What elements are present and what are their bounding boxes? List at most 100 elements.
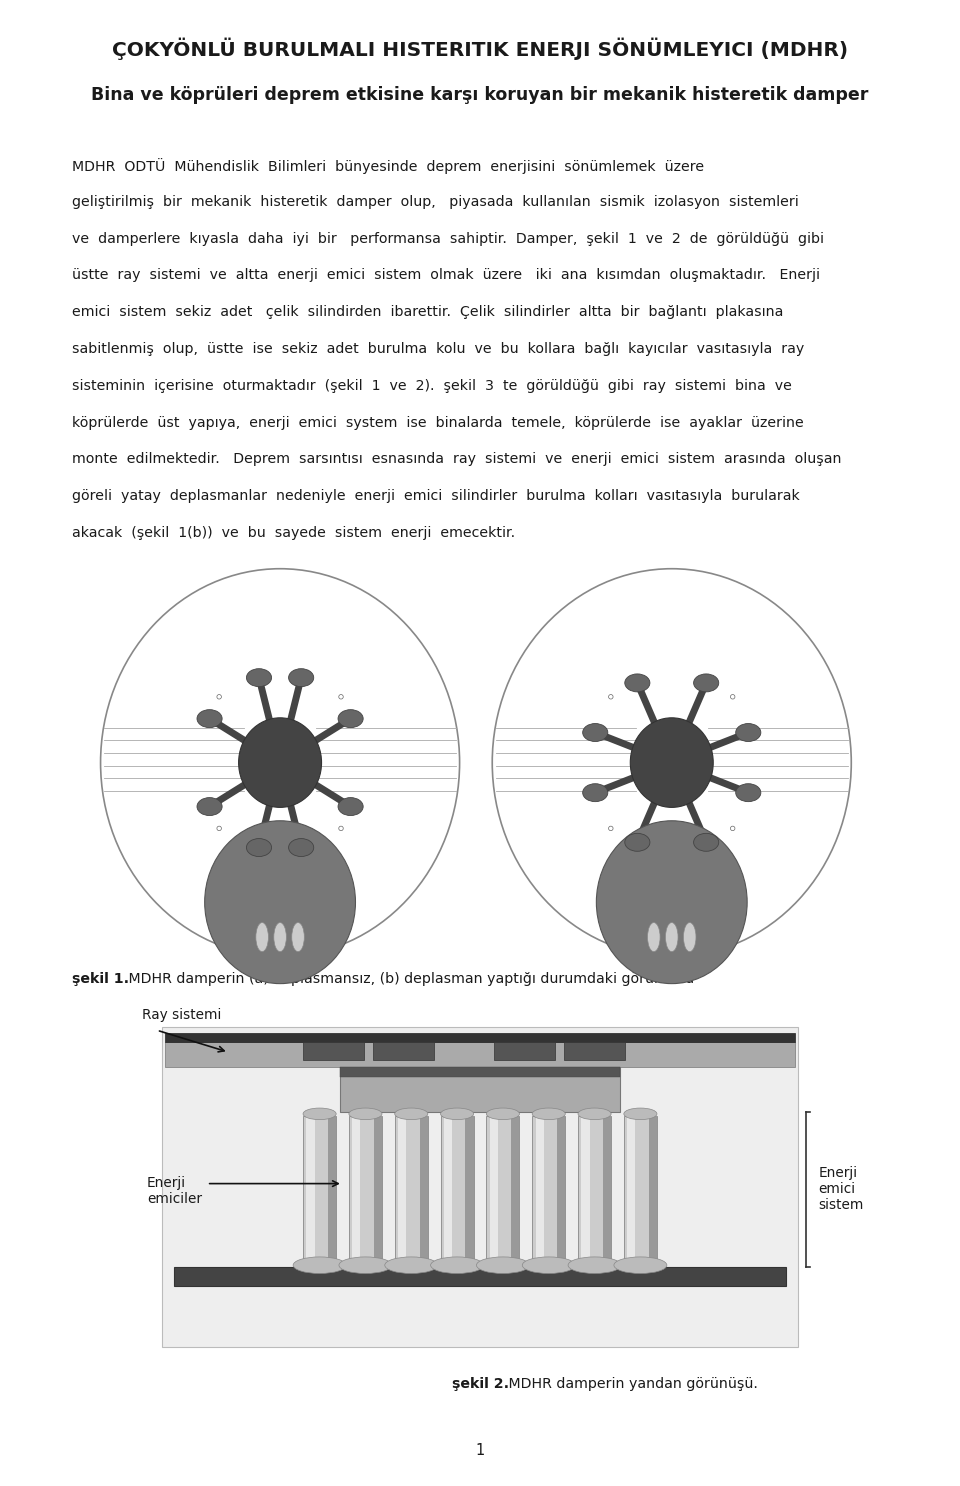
Bar	[373, 1042, 434, 1060]
Ellipse shape	[583, 724, 608, 742]
Ellipse shape	[568, 1257, 621, 1274]
Text: ÇOKYÖNLÜ BURULMALI HISTERITIK ENERJI SÖNÜMLEYICI (MDHR): ÇOKYÖNLÜ BURULMALI HISTERITIK ENERJI SÖN…	[112, 39, 848, 61]
Ellipse shape	[532, 1109, 565, 1119]
Bar	[441, 1116, 473, 1266]
Ellipse shape	[684, 923, 696, 951]
Ellipse shape	[441, 1109, 473, 1119]
Ellipse shape	[578, 1109, 612, 1119]
Text: Bina ve köprüleri deprem etkisine karşı koruyan bir mekanik histeretik damper: Bina ve köprüleri deprem etkisine karşı …	[91, 86, 869, 104]
Ellipse shape	[256, 923, 269, 951]
Ellipse shape	[101, 569, 460, 957]
Ellipse shape	[609, 826, 613, 831]
Ellipse shape	[625, 834, 650, 851]
Ellipse shape	[217, 826, 222, 831]
Bar	[490, 1116, 498, 1266]
Ellipse shape	[735, 724, 761, 742]
Text: Enerji
emici
sistem: Enerji emici sistem	[818, 1167, 864, 1213]
Bar	[466, 1116, 473, 1266]
Ellipse shape	[274, 923, 286, 951]
Ellipse shape	[197, 798, 222, 816]
Bar	[165, 1033, 795, 1042]
Ellipse shape	[487, 1109, 519, 1119]
Ellipse shape	[247, 669, 272, 687]
Ellipse shape	[204, 820, 355, 984]
Ellipse shape	[293, 1257, 347, 1274]
Text: (a): (a)	[270, 939, 290, 955]
Bar	[395, 1116, 428, 1266]
Ellipse shape	[631, 718, 713, 807]
Text: ve  damperlere  kıyasla  daha  iyi  bir   performansa  sahiptir.  Damper,  şekil: ve damperlere kıyasla daha iyi bir perfo…	[72, 232, 824, 245]
Bar	[564, 1042, 625, 1060]
Bar	[536, 1116, 543, 1266]
Bar	[603, 1116, 612, 1266]
Ellipse shape	[431, 1257, 484, 1274]
Bar	[352, 1116, 360, 1266]
Text: sisteminin  içerisine  oturmaktadır  (şekil  1  ve  2).  şekil  3  te  görüldüğü: sisteminin içerisine oturmaktadır (şekil…	[72, 379, 792, 392]
Text: Enerji
emiciler: Enerji emiciler	[147, 1175, 202, 1205]
Ellipse shape	[292, 923, 304, 951]
Ellipse shape	[348, 1109, 382, 1119]
Bar	[303, 1116, 336, 1266]
Bar	[175, 1266, 785, 1285]
Bar	[328, 1116, 336, 1266]
Bar	[340, 1067, 620, 1077]
Text: MDHR damperin yandan görünüşü.: MDHR damperin yandan görünüşü.	[504, 1378, 757, 1391]
Bar	[511, 1116, 519, 1266]
Bar	[627, 1116, 636, 1266]
Bar	[161, 1027, 799, 1346]
Bar	[578, 1116, 612, 1266]
Ellipse shape	[609, 694, 613, 698]
Text: emici  sistem  sekiz  adet   çelik  silindirden  ibarettir.  Çelik  silindirler : emici sistem sekiz adet çelik silindirde…	[72, 305, 783, 319]
Ellipse shape	[339, 694, 344, 698]
Ellipse shape	[289, 669, 314, 687]
Text: (b): (b)	[661, 939, 682, 955]
Ellipse shape	[395, 1109, 428, 1119]
Bar	[532, 1116, 565, 1266]
Bar	[348, 1116, 382, 1266]
Ellipse shape	[217, 694, 222, 698]
Ellipse shape	[694, 834, 719, 851]
Bar	[340, 1067, 620, 1112]
Ellipse shape	[583, 783, 608, 801]
Text: akacak  (şekil  1(b))  ve  bu  sayede  sistem  enerji  emecektir.: akacak (şekil 1(b)) ve bu sayede sistem …	[72, 526, 516, 539]
Text: 1: 1	[475, 1443, 485, 1458]
Ellipse shape	[731, 694, 735, 698]
Ellipse shape	[239, 718, 322, 807]
Ellipse shape	[613, 1257, 667, 1274]
Ellipse shape	[289, 838, 314, 856]
Ellipse shape	[522, 1257, 575, 1274]
Text: MDHR  ODTÜ  Mühendislik  Bilimleri  bünyesinde  deprem  enerjisini  sönümlemek  : MDHR ODTÜ Mühendislik Bilimleri bünyesin…	[72, 158, 704, 174]
Ellipse shape	[339, 1257, 392, 1274]
Bar	[398, 1116, 406, 1266]
Bar	[624, 1116, 657, 1266]
Bar	[487, 1116, 519, 1266]
Bar	[444, 1116, 452, 1266]
Text: üstte  ray  sistemi  ve  altta  enerji  emici  sistem  olmak  üzere   iki  ana  : üstte ray sistemi ve altta enerji emici …	[72, 269, 820, 282]
Bar	[649, 1116, 657, 1266]
Ellipse shape	[625, 675, 650, 692]
Text: sabitlenmiş  olup,  üstte  ise  sekiz  adet  burulma  kolu  ve  bu  kollara  bağ: sabitlenmiş olup, üstte ise sekiz adet b…	[72, 342, 804, 357]
Ellipse shape	[303, 1109, 336, 1119]
Text: geliştirilmiş  bir  mekanik  histeretik  damper  olup,   piyasada  kullanılan  s: geliştirilmiş bir mekanik histeretik dam…	[72, 195, 799, 210]
Ellipse shape	[735, 783, 761, 801]
Bar	[165, 1042, 795, 1067]
Bar	[306, 1116, 315, 1266]
Bar	[420, 1116, 428, 1266]
Text: şekil 2.: şekil 2.	[452, 1378, 509, 1391]
Ellipse shape	[492, 569, 852, 957]
Text: Ray sistemi: Ray sistemi	[142, 1008, 221, 1022]
Ellipse shape	[665, 923, 678, 951]
Bar	[373, 1116, 382, 1266]
Ellipse shape	[385, 1257, 438, 1274]
Bar	[557, 1116, 565, 1266]
Text: göreli  yatay  deplasmanlar  nedeniyle  enerji  emici  silindirler  burulma  kol: göreli yatay deplasmanlar nedeniyle ener…	[72, 489, 800, 504]
Ellipse shape	[731, 826, 735, 831]
Ellipse shape	[694, 675, 719, 692]
Ellipse shape	[596, 820, 747, 984]
Ellipse shape	[476, 1257, 529, 1274]
Ellipse shape	[247, 838, 272, 856]
Bar	[494, 1042, 555, 1060]
Ellipse shape	[197, 710, 222, 728]
Ellipse shape	[339, 826, 344, 831]
Text: köprülerde  üst  yapıya,  enerji  emici  system  ise  binalarda  temele,  köprül: köprülerde üst yapıya, enerji emici syst…	[72, 416, 804, 429]
